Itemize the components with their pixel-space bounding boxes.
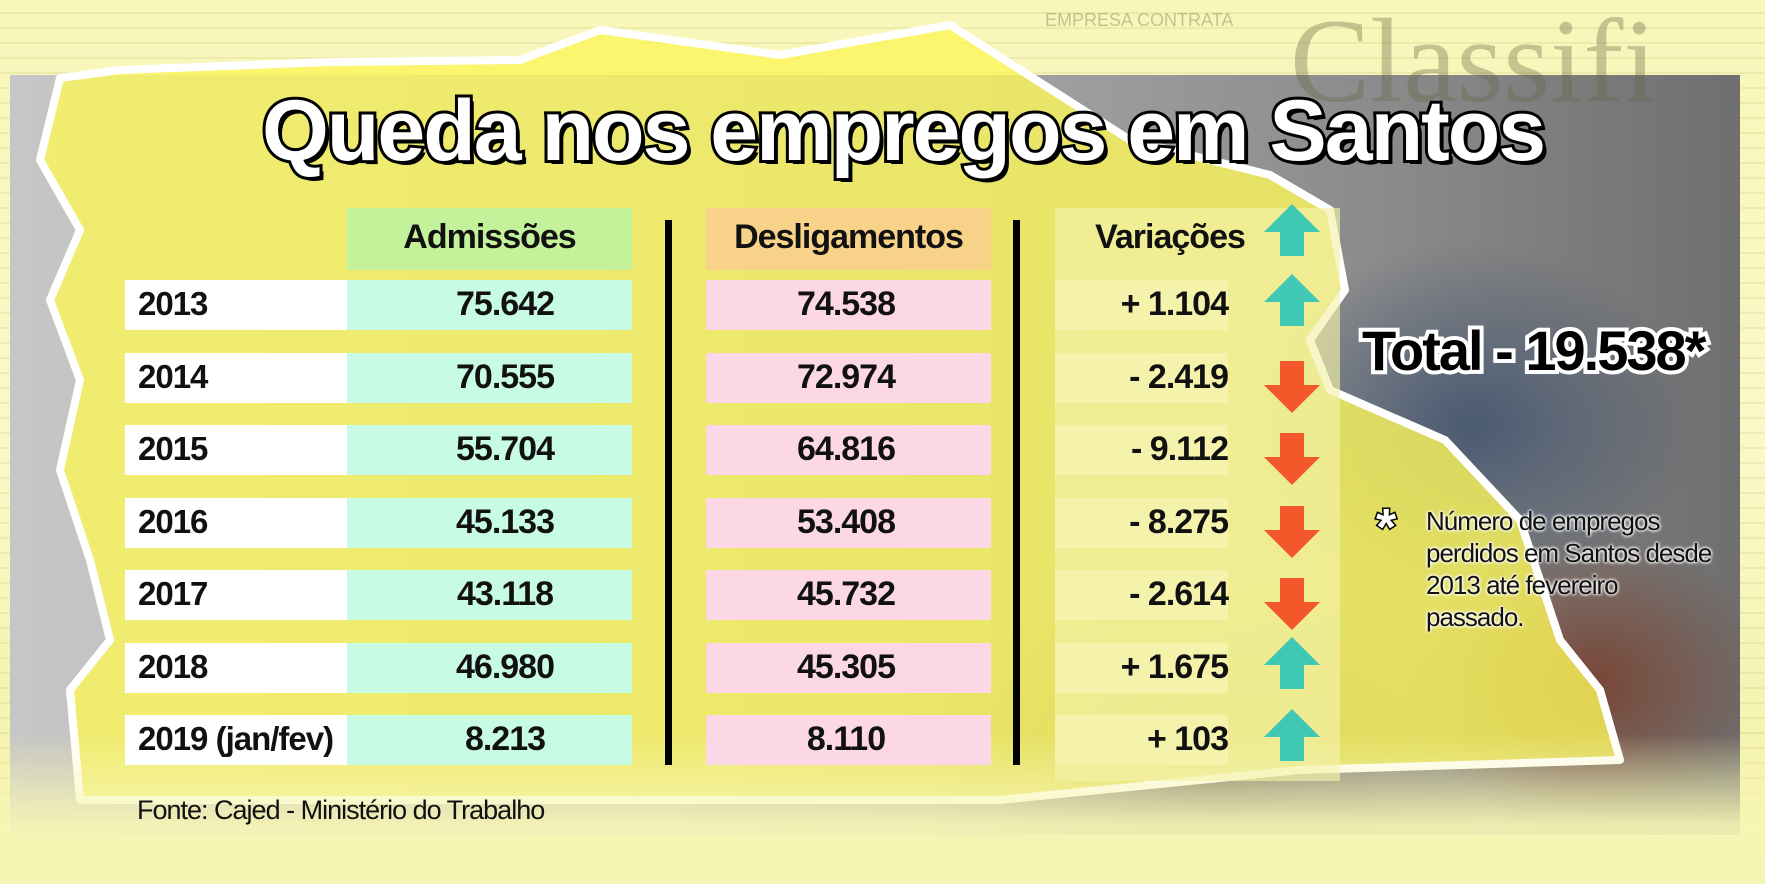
desligamentos-cell-bg [706,570,991,620]
row-year-label: 2017 [138,575,208,612]
down-arrow-icon [1264,505,1320,558]
desligamentos-value: 8.110 [806,720,886,758]
newspaper-heading: EMPRESA CONTRATA [1045,10,1234,30]
admissoes-value: 43.118 [456,575,554,613]
desligamentos-cell-bg [706,425,991,475]
desligamentos-value: 45.732 [797,575,896,613]
admissoes-cell-bg [347,352,632,403]
desligamentos-value: 72.974 [797,357,896,396]
row-year-band [125,352,347,403]
variacao-value: - 8.275 [1129,502,1229,541]
row-year-band [125,642,347,693]
up-arrow-icon [1264,274,1320,326]
column-separator [1013,220,1020,765]
admissoes-value: 55.704 [456,430,555,468]
variacao-cell-bg [1055,497,1228,548]
desligamentos-cell-bg [706,280,991,330]
variacao-value: + 103 [1146,720,1229,758]
row-year-label: 2015 [138,430,208,467]
row-year-band [125,570,347,620]
variacao-value: + 1.104 [1120,285,1229,323]
admissoes-cell-bg [347,425,632,475]
total-value: Total - 19.538* [1358,315,1710,386]
variacao-cell-bg [1055,570,1228,620]
newspaper-word: Classifi [1290,0,1657,127]
row-year-band [125,715,347,765]
row-year-label: 2014 [138,357,208,395]
desligamentos-cell-bg [706,352,991,403]
admissoes-value: 70.555 [456,357,555,396]
down-arrow-icon [1264,578,1320,630]
variacao-cell-bg [1055,715,1228,765]
variacao-value: - 9.112 [1131,430,1229,468]
up-arrow-icon [1264,636,1320,689]
row-year-band [125,497,347,548]
admissoes-value: 8.213 [464,720,546,758]
footnote-marker: * [1374,498,1397,559]
admissoes-cell-bg [347,570,632,620]
admissoes-value: 46.980 [456,647,555,686]
desligamentos-cell-bg [706,642,991,693]
down-arrow-icon [1264,360,1320,413]
variacao-value: - 2.614 [1129,575,1229,613]
variacao-value: - 2.419 [1129,357,1229,396]
source-note: Fonte: Cajed - Ministério do Trabalho [137,795,545,825]
row-year-label: 2013 [138,285,208,322]
down-arrow-icon [1264,433,1320,485]
header-variacoes: Variações [1095,218,1246,256]
variacao-cell-bg [1055,352,1228,403]
up-arrow-icon [1264,709,1320,761]
admissoes-value: 45.133 [456,502,555,541]
admissoes-cell-bg [347,497,632,548]
admissoes-cell-bg [347,642,632,693]
row-year-label: 2016 [138,502,208,540]
row-year-band [125,425,347,475]
desligamentos-cell-bg [706,497,991,548]
admissoes-value: 75.642 [456,285,555,323]
admissoes-cell-bg [347,280,632,330]
header-desligamentos: Desligamentos [734,218,964,256]
admissoes-cell-bg [347,715,632,765]
desligamentos-value: 74.538 [797,285,896,323]
footnote-text: Número de empregos perdidos em Santos de… [1426,506,1712,632]
row-year-label: 2018 [138,647,208,685]
header-up-arrow-icon [1264,204,1320,256]
desligamentos-value: 64.816 [797,430,896,468]
desligamentos-value: 45.305 [797,647,896,686]
desligamentos-value: 53.408 [797,502,896,541]
variacao-cell-bg [1055,425,1228,475]
variacao-cell-bg [1055,280,1228,330]
column-separator [665,220,672,765]
row-year-band [125,280,347,330]
row-year-label: 2019 (jan/fev) [138,720,334,757]
desligamentos-cell-bg [706,715,991,765]
variacao-value: + 1.675 [1120,647,1229,686]
chart-title: Queda nos empregos em Santos [259,80,1549,182]
variacao-cell-bg [1055,642,1228,693]
header-admissoes: Admissões [403,218,576,256]
